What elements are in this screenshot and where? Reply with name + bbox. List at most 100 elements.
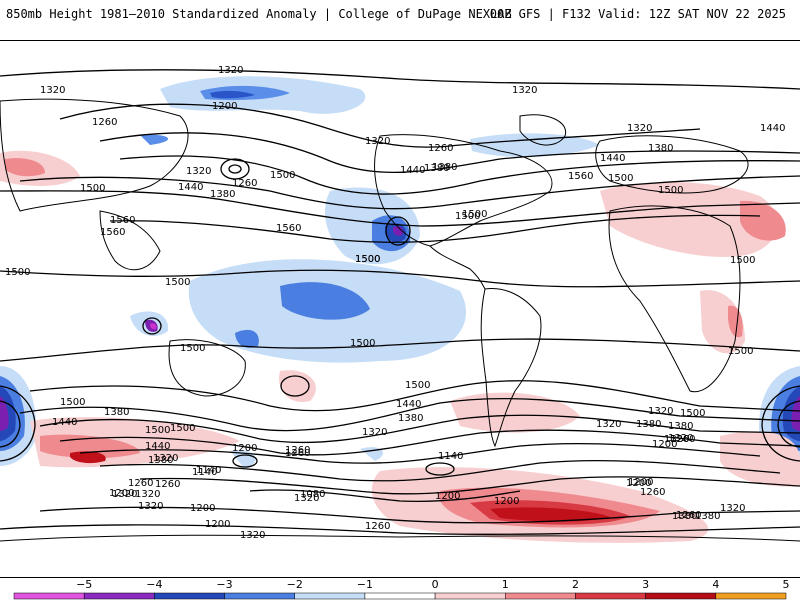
contour-label: 1320 (365, 136, 390, 147)
contour-label: 1260 (670, 434, 695, 445)
contour-label: 1500 (350, 338, 375, 349)
anomaly-pos4-antarctic-south (490, 507, 610, 522)
contour-1260-north (59, 103, 701, 148)
contour-label: 1080 (300, 489, 325, 500)
asia-outline (0, 98, 189, 212)
contour-low-west (0, 385, 36, 462)
north-america-outline (374, 134, 553, 247)
contour-label: 1380 (672, 511, 697, 522)
colorbar-tick-label: −4 (146, 578, 162, 591)
contour-label: 1500 (165, 277, 190, 288)
contour-label: 1500 (80, 183, 105, 194)
contour-label: 1440 (760, 123, 785, 134)
contour-label: 1380 (668, 421, 693, 432)
contour-label: 1560 (276, 223, 301, 234)
map-canvas: 1320 1320 1200 1260 1320 1260 1320 1380 … (0, 65, 800, 543)
contour-label: 1500 (5, 267, 30, 278)
anomaly-pos1-south-atlantic (450, 392, 580, 433)
map-title: 850mb Height 1981–2010 Standardized Anom… (6, 7, 512, 21)
contour-label: 1320 (153, 453, 178, 464)
contour-label: 1380 (424, 163, 449, 174)
contour-label: 1320 (186, 166, 211, 177)
contour-label: 1560 (568, 171, 593, 182)
contour-low-east (761, 385, 800, 462)
anomaly-neg2-tropical-pacific-b (235, 329, 259, 348)
contour-label: 1200 (494, 496, 519, 507)
contour-label: 1320 (112, 489, 137, 500)
contour-label: 1500 (680, 408, 705, 419)
contour-label: 1320 (596, 419, 621, 430)
colorbar-swatch (645, 592, 717, 600)
contour-1440-north (19, 175, 800, 210)
contour-low-alaska (220, 158, 250, 180)
contour-label: 1320 (627, 123, 652, 134)
contour-label: 1260 (285, 445, 310, 456)
anomaly-pos2-africa (728, 305, 743, 338)
contour-label: 1500 (355, 254, 380, 265)
contour-1320-far-south (0, 524, 800, 535)
contour-label: 1380 (398, 413, 423, 424)
contour-label: 1200 (212, 101, 237, 112)
contour-label: 1440 (396, 399, 421, 410)
contour-1320-mid (99, 132, 800, 174)
header: 850mb Height 1981–2010 Standardized Anom… (0, 0, 800, 30)
contour-label: 1320 (40, 85, 65, 96)
contour-labels: 1320 1320 1200 1260 1320 1260 1320 1380 … (5, 65, 785, 541)
contour-low-east-inner (777, 400, 800, 448)
contour-label: 1260 (676, 510, 701, 521)
contour-label: 1500 (270, 170, 295, 181)
contour-label: 1260 (428, 143, 453, 154)
anomaly-neg5-philippines (150, 323, 157, 330)
colorbar-tick-label: −2 (287, 578, 303, 591)
contour-1380-south (39, 414, 800, 444)
colorbar-swatch (83, 592, 155, 600)
greenland-outline (519, 114, 567, 146)
colorbar-swatch (364, 592, 436, 600)
contour-label: 1200 (652, 439, 677, 450)
europe-outline (595, 135, 749, 194)
africa-outline (608, 205, 741, 393)
contour-label: 1140 (438, 451, 463, 462)
anomaly-neg4-baja (393, 226, 404, 236)
contour-1500-tropics (0, 269, 800, 288)
colorbar-swatch (434, 592, 506, 600)
contour-1500-north (0, 190, 800, 227)
colorbar-tick-label: −1 (357, 578, 373, 591)
contour-label: 1380 (210, 189, 235, 200)
contour-1080-south (249, 489, 521, 502)
contour-1260-south (79, 442, 761, 464)
anomaly-neg4-east-edge (791, 396, 800, 431)
contour-label: 1500 (730, 255, 755, 266)
contour-low-south-ocean (232, 454, 258, 468)
contour-label: 1500 (170, 423, 195, 434)
contour-label: 1320 (294, 493, 319, 504)
model-valid-time: 00Z GFS | F132 Valid: 12Z SAT NOV 22 202… (489, 7, 786, 21)
south-america-outline (480, 287, 542, 448)
contour-label: 1320 (512, 85, 537, 96)
contour-label: 1200 (190, 503, 215, 514)
contour-label: 1500 (608, 173, 633, 184)
contour-label: 1260 (640, 487, 665, 498)
antarctica-outline (0, 534, 800, 542)
contour-label: 1500 (728, 346, 753, 357)
anomaly-pos2-europe (740, 200, 786, 241)
contour-label: 1380 (695, 511, 720, 522)
contour-1500-south-tropics (0, 338, 800, 362)
contour-label: 1560 (110, 215, 135, 226)
east-asia-outline (99, 210, 161, 271)
contour-label: 1200 (232, 443, 257, 454)
colorbar-tick-label: 2 (572, 578, 579, 591)
contour-label: 1200 (109, 488, 134, 499)
colorbar-swatches (13, 592, 787, 600)
contour-label: 1320 (720, 503, 745, 514)
contour-label: 1440 (178, 182, 203, 193)
contour-label: 1500 (180, 343, 205, 354)
contour-1380-north (119, 155, 800, 195)
contour-label: 1380 (648, 143, 673, 154)
contour-label: 1320 (648, 406, 673, 417)
anomaly-neg2-tropical-pacific-a (280, 282, 370, 320)
contour-low-west-inner (0, 400, 21, 448)
contour-1560-north (109, 214, 761, 243)
colorbar-canvas: −5 −4 −3 −2 −1 0 1 2 3 4 5 (13, 578, 790, 600)
colorbar-swatch (154, 592, 225, 600)
